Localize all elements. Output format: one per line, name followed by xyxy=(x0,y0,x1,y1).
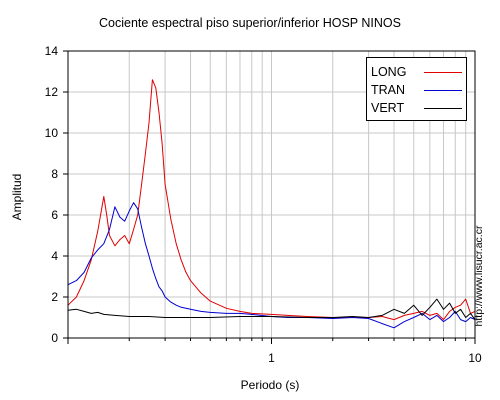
legend-label-vert: VERT xyxy=(371,101,405,115)
legend-label-tran: TRAN xyxy=(371,83,406,97)
series-line-vert xyxy=(67,298,476,320)
y-axis-label: Amplitud xyxy=(10,173,24,221)
y-tick-label: 14 xyxy=(45,44,59,58)
legend-label-long: LONG xyxy=(371,65,407,79)
x-tick-label: 1 xyxy=(268,351,275,365)
x-tick-label: 10 xyxy=(468,351,482,365)
y-tick-label: 4 xyxy=(51,249,58,263)
y-tick-label: 0 xyxy=(51,331,58,345)
legend-item-vert: VERT xyxy=(371,100,466,116)
y-tick-label: 8 xyxy=(51,167,58,181)
y-tick-label: 12 xyxy=(45,85,59,99)
legend-swatch-tran xyxy=(424,90,462,91)
legend-swatch-vert xyxy=(424,108,462,109)
y-tick-label: 10 xyxy=(45,126,59,140)
legend: LONG TRAN VERT xyxy=(366,57,467,121)
series-line-long xyxy=(67,79,476,321)
legend-swatch-long xyxy=(424,72,462,73)
chart-title: Cociente espectral piso superior/inferio… xyxy=(99,16,401,30)
legend-item-tran: TRAN xyxy=(371,82,466,98)
legend-item-long: LONG xyxy=(371,64,466,80)
y-tick-label: 2 xyxy=(51,290,58,304)
y-tick-label: 6 xyxy=(51,208,58,222)
x-axis-label: Periodo (s) xyxy=(240,378,300,392)
series-line-tran xyxy=(67,202,476,329)
source-url: http://www.lisucr.ac.cr xyxy=(473,225,485,327)
